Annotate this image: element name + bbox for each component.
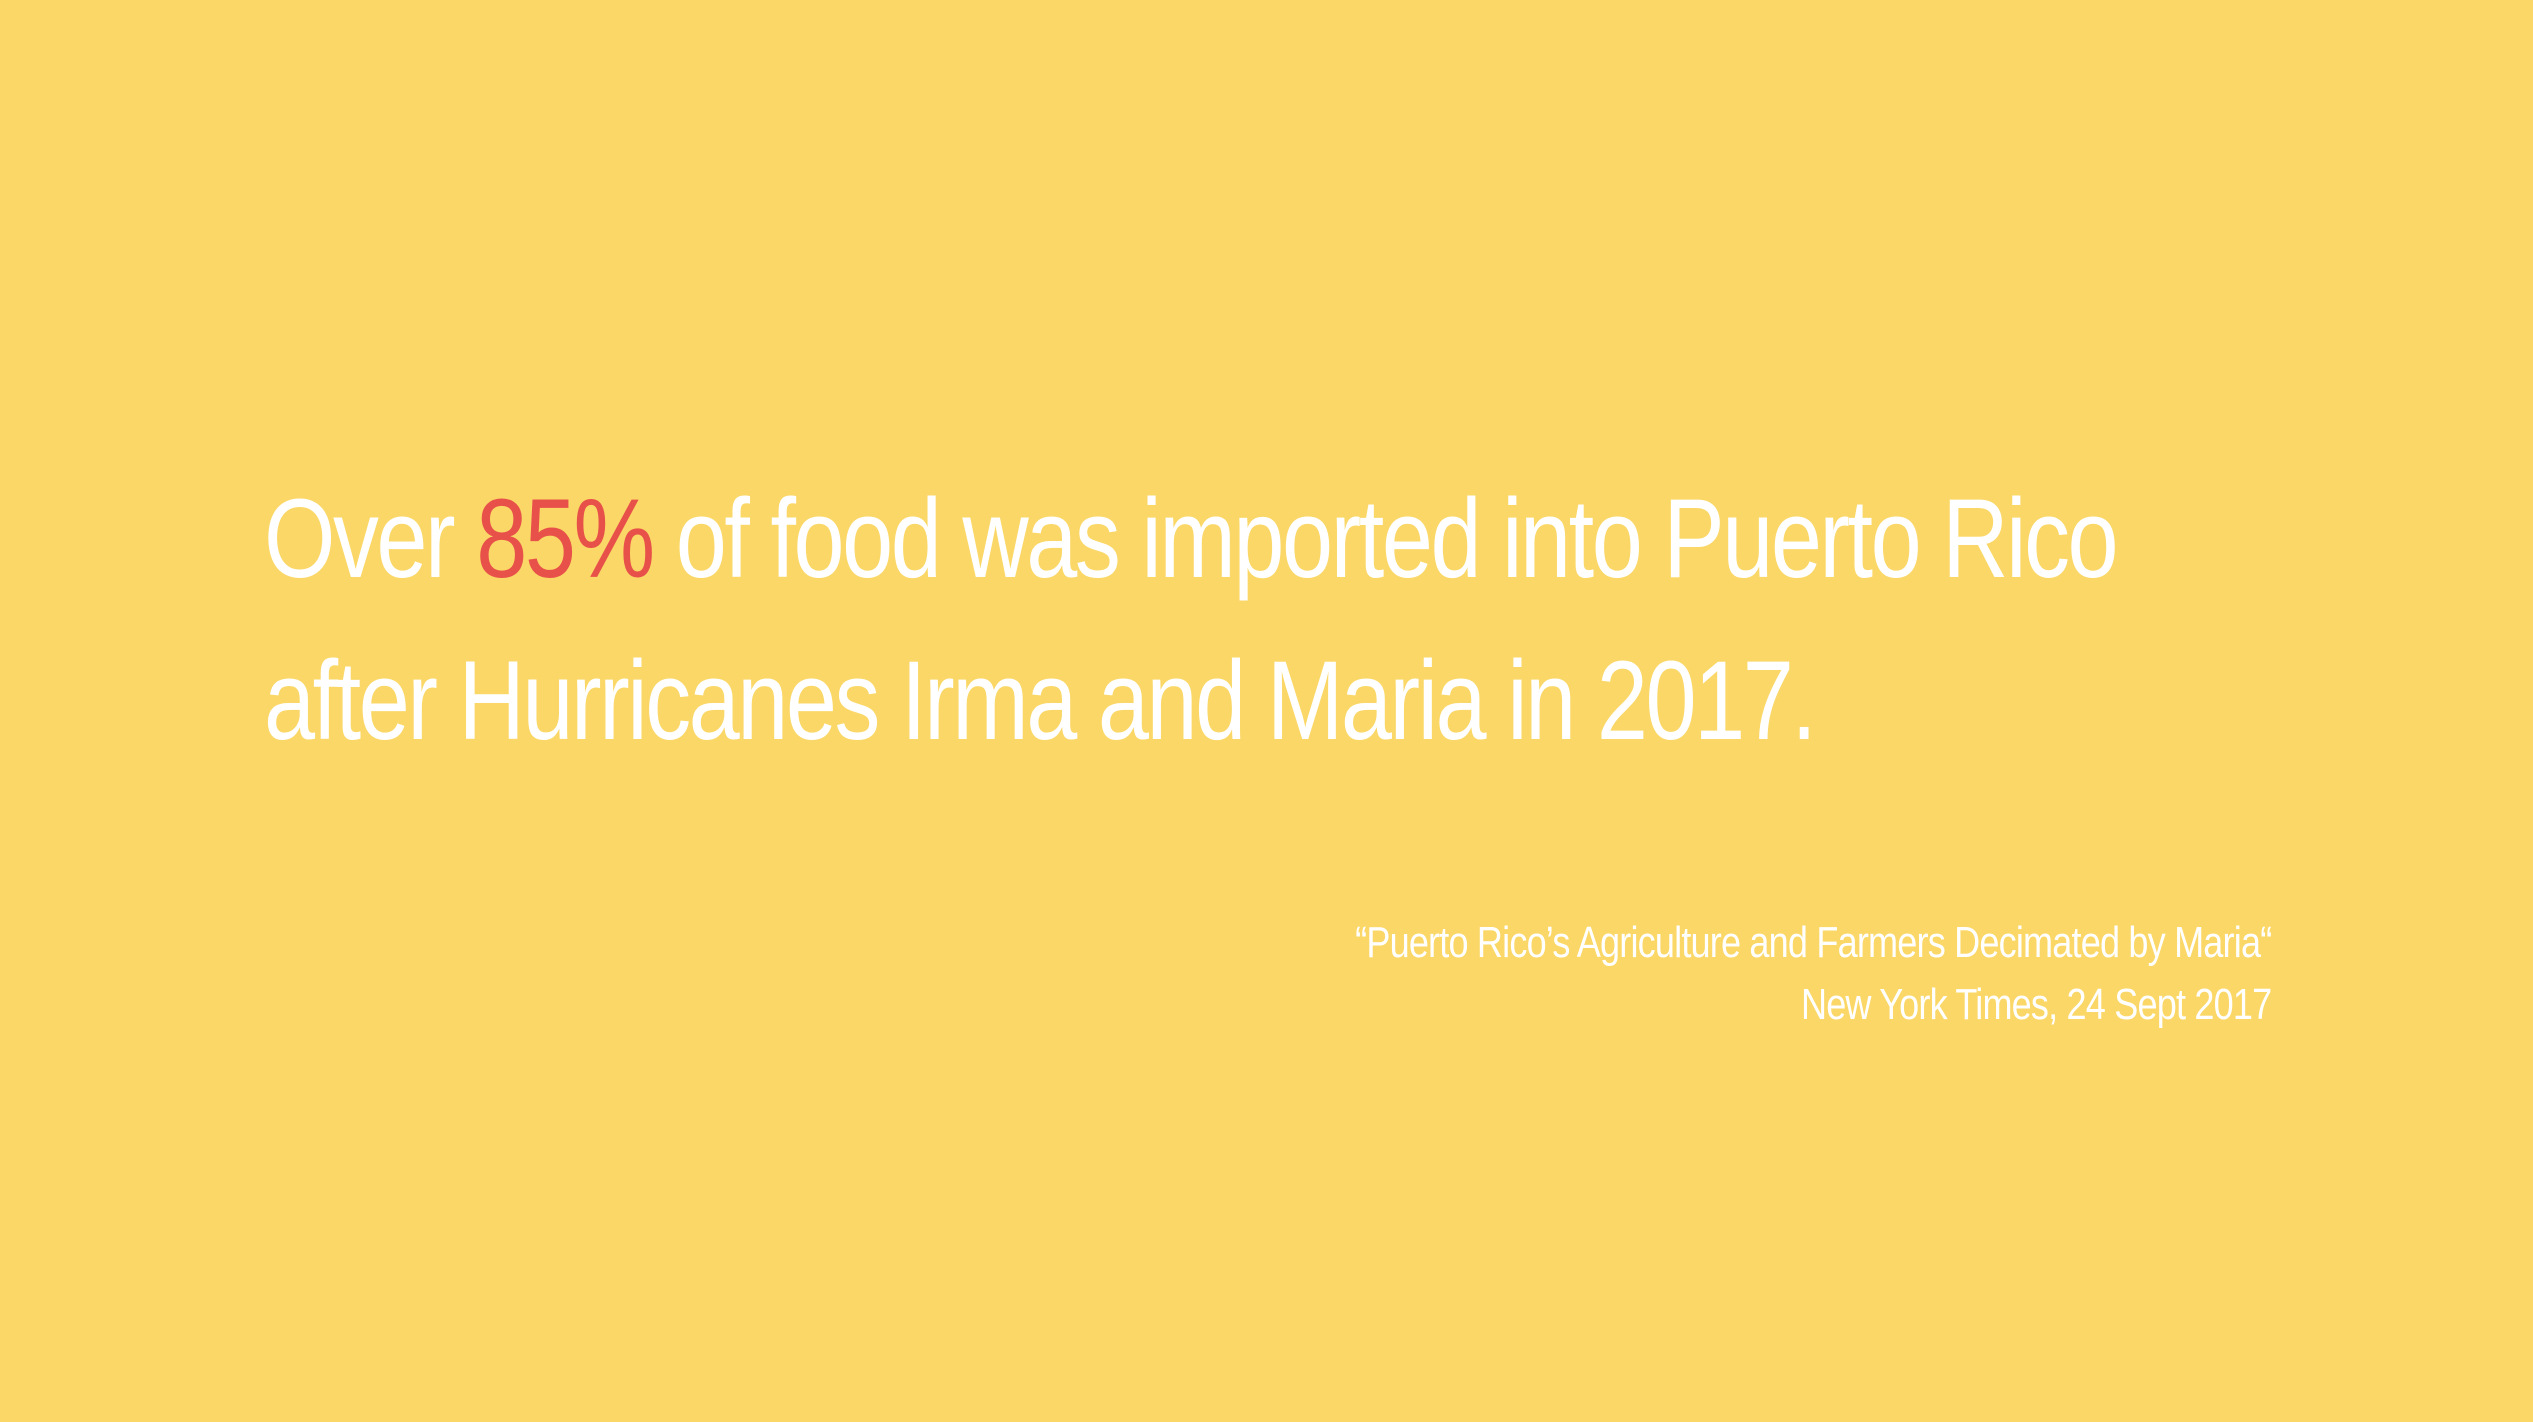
- citation-source: New York Times, 24 Sept 2017: [1800, 980, 2272, 1029]
- headline-prefix: Over: [264, 476, 477, 601]
- headline-line-1: Over 85% of food was imported into Puert…: [264, 458, 2119, 620]
- headline: Over 85% of food was imported into Puert…: [264, 458, 2119, 782]
- headline-highlight-percentage: 85%: [476, 476, 655, 601]
- headline-line-2: after Hurricanes Irma and Maria in 2017.: [264, 638, 1817, 763]
- citation-article-title: “Puerto Rico’s Agriculture and Farmers D…: [1354, 918, 2272, 967]
- headline-suffix: of food was imported into Puerto Rico: [652, 476, 2119, 601]
- citation: “Puerto Rico’s Agriculture and Farmers D…: [1354, 912, 2272, 1036]
